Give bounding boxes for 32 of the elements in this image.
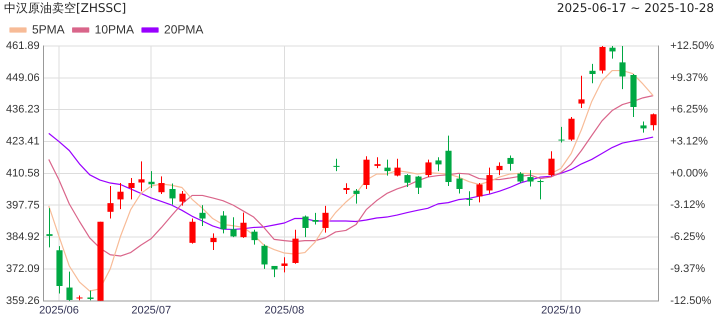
y2-tick-label: -12.50% bbox=[670, 294, 712, 307]
y-tick-label: 384.92 bbox=[6, 231, 40, 244]
x-tick-label: 2025/06 bbox=[39, 304, 79, 316]
legend-label: 5PMA bbox=[32, 22, 65, 36]
y-tick-label: 410.58 bbox=[6, 167, 40, 180]
chart-subtitle: 2025-06-17 ~ 2025-10-28 bbox=[556, 0, 714, 16]
y2-tick-label: +3.12% bbox=[670, 136, 708, 148]
y-tick-label: 423.41 bbox=[6, 136, 40, 148]
x-tick-label: 2025/10 bbox=[541, 304, 581, 316]
y2-tick-label: -3.12% bbox=[670, 199, 706, 212]
y2-tick-label: -9.37% bbox=[670, 262, 706, 275]
y2-tick-label: -6.25% bbox=[670, 231, 706, 244]
candlestick bbox=[46, 208, 53, 248]
chart-title: 中汉原油卖空[ZHSSC] bbox=[4, 0, 126, 16]
candlestick bbox=[466, 191, 473, 206]
legend-label: 10PMA bbox=[94, 22, 134, 36]
y2-tick-label: +0.00% bbox=[670, 167, 708, 180]
y-tick-label: 461.89 bbox=[6, 40, 40, 52]
y-tick-label: 436.23 bbox=[6, 104, 40, 116]
y2-tick-label: +12.50% bbox=[670, 40, 714, 52]
y-tick-label: 449.06 bbox=[6, 72, 40, 84]
legend-label: 20PMA bbox=[164, 22, 204, 36]
y2-tick-label: +6.25% bbox=[670, 104, 708, 116]
x-tick-label: 2025/08 bbox=[264, 304, 304, 316]
candlestick bbox=[333, 158, 340, 172]
candlestick bbox=[537, 180, 544, 200]
y-tick-label: 359.26 bbox=[6, 294, 40, 307]
y-tick-label: 397.75 bbox=[6, 199, 40, 212]
x-tick-label: 2025/07 bbox=[131, 304, 172, 316]
y-tick-label: 372.09 bbox=[6, 262, 40, 275]
y2-tick-label: +9.37% bbox=[670, 72, 708, 84]
candlestick bbox=[558, 126, 565, 143]
